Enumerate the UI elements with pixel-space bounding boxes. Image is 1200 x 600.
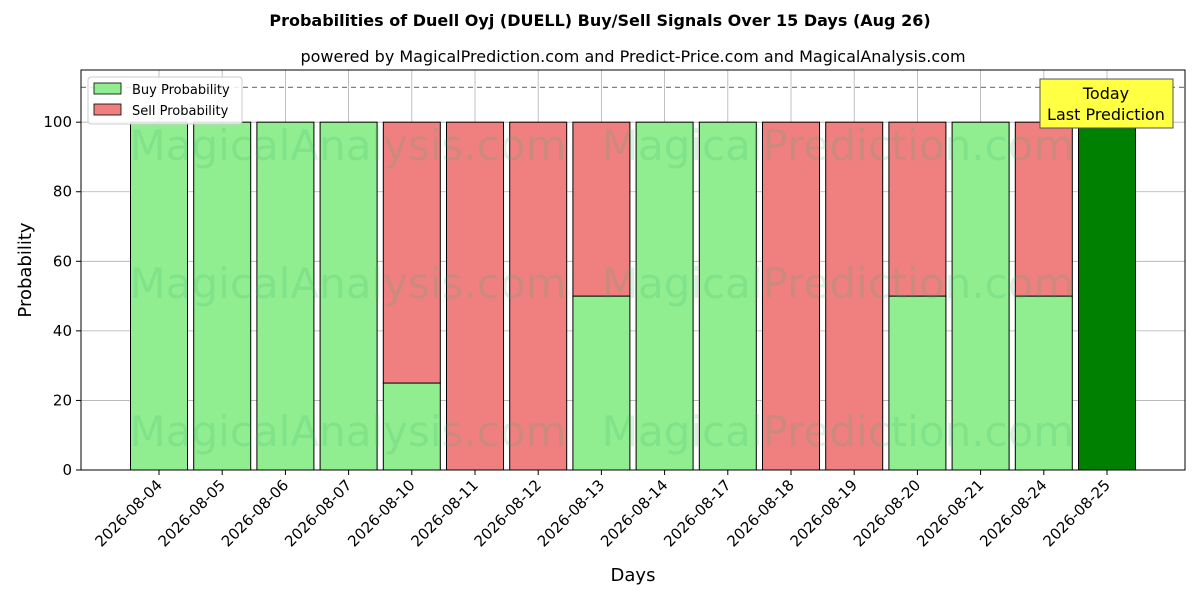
watermarks: MagicalAnalysis.com MagicalPrediction.com…	[130, 121, 1075, 456]
legend-label-sell: Sell Probability	[132, 104, 229, 119]
x-tick-label: 2026-08-20	[850, 476, 924, 550]
legend-label-buy: Buy Probability	[132, 83, 230, 98]
x-tick-label: 2026-08-12	[471, 476, 545, 550]
legend-swatch-buy	[93, 82, 122, 95]
x-tick-label: 2026-08-14	[597, 476, 671, 550]
y-tick-label: 60	[53, 252, 72, 270]
x-tick-label: 2026-08-04	[91, 476, 165, 550]
x-axis-label: Days	[611, 565, 656, 586]
bar-sell	[762, 121, 820, 471]
watermark-text: MagicalPrediction.com	[602, 121, 1075, 170]
x-axis: 2026-08-042026-08-052026-08-062026-08-07…	[91, 470, 1114, 550]
bar-sell	[825, 121, 884, 471]
watermark-text: MagicalAnalysis.com	[130, 407, 567, 456]
legend: Buy Probability Sell Probability	[87, 76, 243, 125]
bars	[130, 121, 1136, 471]
legend-box	[87, 76, 243, 125]
bar-sell	[888, 121, 947, 297]
bar-buy	[382, 382, 441, 471]
today-annotation-line1: Today	[1082, 84, 1129, 103]
today-annotation-line2: Last Prediction	[1047, 105, 1165, 124]
watermark-text: MagicalAnalysis.com	[130, 259, 567, 308]
bar-buy	[951, 121, 1010, 471]
bar-sell	[382, 121, 441, 384]
y-tick-label: 20	[53, 391, 72, 409]
x-tick-label: 2026-08-11	[407, 476, 481, 550]
legend-swatch-sell	[93, 103, 122, 116]
x-tick-label: 2026-08-24	[976, 476, 1050, 550]
y-tick-label: 0	[62, 461, 72, 479]
today-annotation-box	[1039, 78, 1174, 129]
plot-frame	[80, 69, 1186, 471]
today-annotation: Today Last Prediction	[1039, 78, 1174, 129]
bar-buy	[888, 295, 947, 471]
x-tick-label: 2026-08-06	[218, 476, 292, 550]
x-tick-label: 2026-08-18	[723, 476, 797, 550]
x-tick-label: 2026-08-19	[787, 476, 861, 550]
watermark-text: MagicalAnalysis.com	[130, 121, 567, 170]
bar-buy	[635, 121, 694, 471]
y-axis: 0 20 40 60 80 100	[43, 113, 81, 479]
y-tick-label: 100	[43, 113, 72, 131]
chart-subtitle: powered by MagicalPrediction.com and Pre…	[300, 47, 965, 66]
watermark-text: MagicalPrediction.com	[602, 259, 1075, 308]
bar-sell	[1014, 121, 1073, 297]
bar-sell	[572, 121, 631, 297]
y-tick-label: 80	[53, 183, 72, 201]
y-axis-label: Probability	[15, 222, 36, 317]
x-tick-label: 2026-08-25	[1039, 476, 1113, 550]
x-tick-label: 2026-08-21	[913, 476, 987, 550]
x-tick-label: 2026-08-13	[534, 476, 608, 550]
bar-sell	[446, 121, 504, 471]
chart-title: Probabilities of Duell Oyj (DUELL) Buy/S…	[269, 11, 930, 30]
x-tick-label: 2026-08-05	[155, 476, 229, 550]
bar-sell	[509, 121, 568, 471]
y-tick-label: 40	[53, 322, 72, 340]
bar-buy	[319, 121, 378, 471]
watermark-text: MagicalPrediction.com	[602, 407, 1075, 456]
bar-today	[1078, 121, 1136, 471]
x-tick-label: 2026-08-17	[660, 476, 734, 550]
x-tick-label: 2026-08-10	[344, 476, 418, 550]
bar-buy	[572, 295, 631, 471]
x-tick-label: 2026-08-07	[281, 476, 355, 550]
